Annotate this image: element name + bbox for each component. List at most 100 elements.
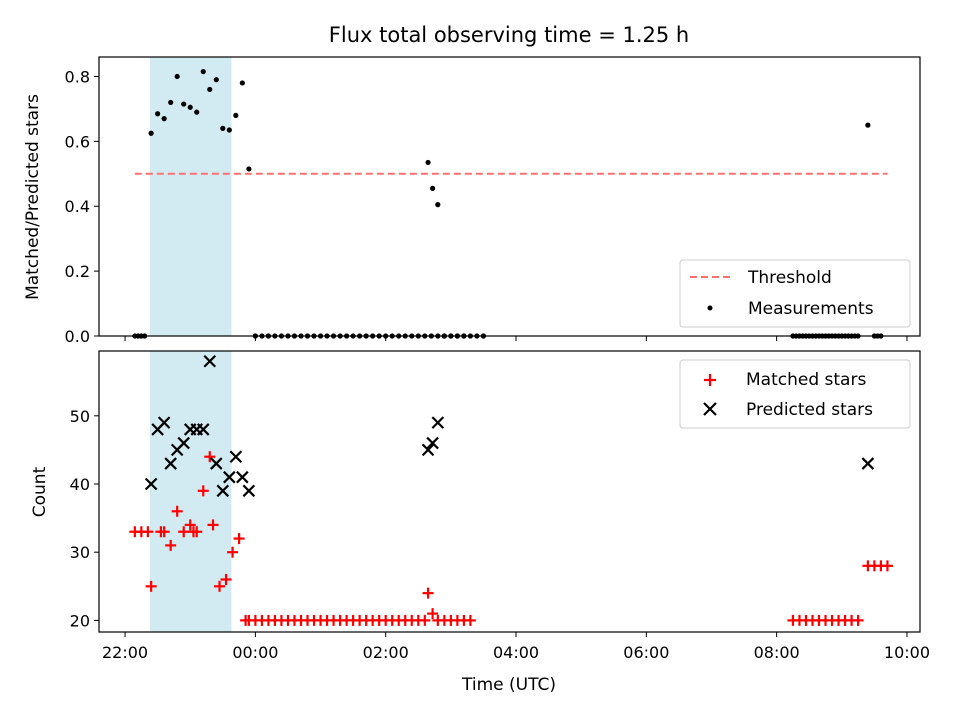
top-x-ticks (124, 336, 908, 341)
matched-star-marker (214, 580, 226, 592)
matched-star-markers (129, 451, 893, 626)
x-axis-label: Time (UTC) (461, 675, 556, 695)
predicted-star-marker (216, 484, 230, 498)
bottom-panel: 20 30 40 50 22:00 00:00 02:00 04:00 06:00 08:00 1… (30, 350, 930, 695)
matched-star-marker (419, 614, 431, 626)
predicted-star-marker (157, 416, 171, 429)
measurement-point (246, 166, 252, 172)
predicted-star-marker (144, 477, 158, 491)
bottom-legend: Matched stars Predicted stars (679, 359, 911, 429)
chart-title: Flux total observing time = 1.25 h (329, 23, 689, 47)
predicted-star-markers (144, 354, 875, 498)
top-y-ticks: 0.0 0.2 0.4 0.6 0.8 (65, 67, 99, 346)
measurement-point (233, 112, 239, 118)
top-panel: 0.00.20.40.60.8 Matched/Predicted stars … (23, 56, 921, 346)
bottom-y-axis-label: Count (30, 466, 50, 517)
matched-legend-swatch (704, 374, 716, 386)
measurement-point (187, 104, 193, 110)
predicted-legend-label: Predicted stars (746, 400, 873, 420)
matched-star-marker (852, 614, 864, 626)
matched-star-marker (427, 608, 439, 620)
matched-star-marker (142, 526, 154, 538)
matched-star-marker (881, 560, 893, 572)
x-tick-label: 08:00 (754, 643, 800, 662)
bottom-y-tick-label: 50 (70, 407, 90, 426)
measurement-point (425, 159, 431, 166)
measurement-point (213, 77, 219, 83)
bottom-axes-frame (98, 350, 921, 633)
measurement-point (148, 130, 154, 136)
matched-star-marker (158, 526, 170, 538)
measurement-point (865, 122, 871, 128)
matched-star-marker (464, 614, 476, 626)
predicted-star-marker (861, 457, 875, 470)
bottom-x-ticks: 22:00 00:00 02:00 04:00 06:00 08:00 10:00 (102, 632, 930, 662)
bottom-y-tick-label: 40 (70, 475, 90, 494)
matched-star-marker (220, 573, 232, 585)
predicted-star-marker (203, 354, 217, 368)
top-legend: Threshold Measurements (679, 259, 911, 328)
measurement-point (239, 80, 245, 86)
measurements-legend-label: Measurements (748, 299, 874, 319)
matched-star-marker (197, 485, 209, 497)
predicted-star-marker (242, 484, 256, 498)
matched-star-marker (184, 519, 196, 531)
measurements-legend-swatch (707, 305, 713, 311)
measurement-point (194, 109, 200, 115)
bottom-y-tick-label: 20 (70, 611, 90, 630)
x-tick-label: 06:00 (623, 643, 669, 662)
matched-star-marker (233, 533, 245, 545)
measurement-point (226, 127, 232, 133)
measurement-point (207, 86, 213, 93)
matched-star-marker (178, 526, 190, 538)
measurement-point (155, 111, 161, 117)
measurement-point (161, 116, 167, 122)
x-tick-label: 02:00 (363, 643, 409, 662)
bottom-shaded-interval (150, 351, 232, 632)
bottom-legend-box (679, 359, 911, 429)
top-y-tick-label: 0.2 (65, 262, 90, 281)
top-y-tick-label: 0.8 (65, 67, 90, 86)
measurement-point (200, 68, 206, 75)
matched-star-marker (204, 451, 216, 463)
predicted-star-marker (196, 423, 210, 436)
top-y-axis-label: Matched/Predicted stars (23, 94, 43, 300)
matched-star-marker (165, 539, 177, 551)
measurement-point (181, 101, 187, 107)
x-tick-label: 00:00 (232, 643, 278, 662)
top-axes-frame (98, 56, 921, 337)
measurement-point (220, 125, 226, 131)
threshold-legend-label: Threshold (747, 268, 832, 288)
measurement-point (168, 99, 174, 106)
matched-star-marker (191, 526, 203, 538)
matched-star-marker (422, 587, 434, 599)
predicted-star-marker (223, 470, 236, 484)
top-y-tick-label: 0.6 (65, 132, 90, 151)
matched-star-marker (207, 519, 219, 531)
predicted-star-marker (164, 457, 177, 470)
top-legend-box (679, 259, 911, 328)
top-y-tick-label: 0.0 (65, 327, 90, 346)
bottom-y-tick-label: 30 (70, 543, 90, 562)
top-shaded-interval (150, 57, 232, 336)
predicted-legend-swatch (703, 402, 717, 416)
predicted-star-marker (210, 457, 223, 470)
predicted-star-marker (426, 436, 439, 450)
x-tick-label: 10:00 (884, 643, 930, 662)
matched-star-marker (145, 580, 157, 592)
predicted-star-marker (229, 450, 243, 463)
x-tick-label: 04:00 (493, 643, 539, 662)
measurement-point (430, 185, 436, 191)
matched-star-marker (171, 505, 183, 517)
measurement-point (435, 202, 441, 208)
predicted-star-marker (421, 443, 435, 457)
x-tick-label: 22:00 (102, 643, 148, 662)
bottom-y-ticks: 20 30 40 50 (70, 407, 99, 630)
predicted-star-marker (177, 436, 190, 450)
matched-star-marker (227, 546, 239, 558)
measurement-point (174, 73, 180, 80)
matched-legend-label: Matched stars (746, 370, 866, 390)
top-y-tick-label: 0.4 (65, 197, 90, 216)
predicted-star-marker (236, 470, 249, 484)
